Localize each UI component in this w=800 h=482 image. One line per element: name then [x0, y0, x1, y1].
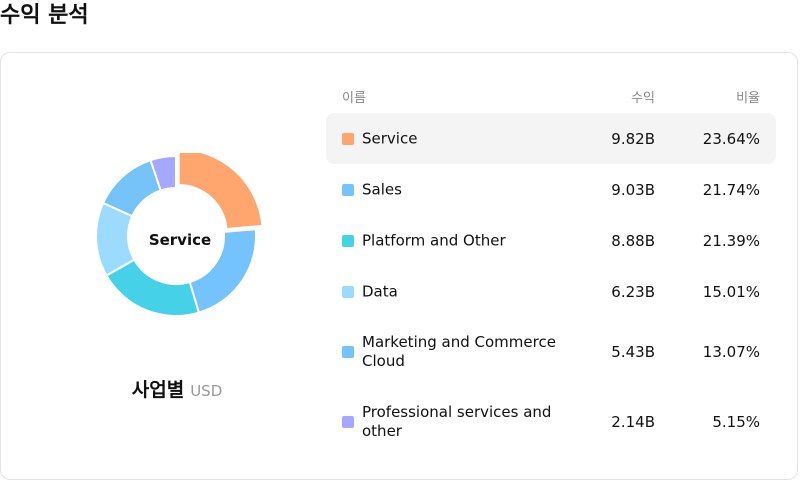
donut-chart: Service — [93, 153, 267, 327]
row-share: 13.07% — [702, 343, 760, 361]
header-share: 비율 — [736, 91, 760, 106]
legend-swatch — [342, 346, 354, 358]
table-body: Service 9.82B 23.64% Sales 9.03B 21.74% Platfo… — [326, 113, 776, 457]
row-value: 6.23B — [611, 282, 655, 301]
table-header: 이름 수익 비율 — [326, 77, 776, 113]
donut-slice[interactable] — [149, 154, 177, 192]
table-row[interactable]: Data 6.23B 15.01% — [326, 266, 776, 317]
row-share: 21.74% — [702, 180, 760, 199]
row-name: Marketing and Commerce Cloud — [362, 333, 556, 370]
legend-swatch — [342, 132, 354, 145]
row-value: 2.14B — [611, 413, 655, 431]
row-value: 9.03B — [611, 180, 655, 199]
table-row[interactable]: Professional services and other 2.14B 5.15… — [326, 387, 776, 457]
legend-swatch — [342, 416, 354, 428]
row-share: 23.64% — [702, 129, 760, 148]
donut-svg — [95, 153, 264, 317]
row-name: Professional services and other — [362, 403, 552, 440]
table-row[interactable]: Service 9.82B 23.64% — [326, 113, 776, 164]
table-row[interactable]: Sales 9.03B 21.74% — [326, 164, 776, 215]
row-share: 15.01% — [702, 282, 760, 301]
legend-swatch — [342, 285, 354, 298]
chart-caption: 사업별 USD — [1, 375, 353, 402]
row-value: 8.88B — [611, 231, 655, 250]
page-title: 수익 분석 — [0, 3, 89, 28]
row-value: 9.82B — [611, 129, 655, 148]
row-name: Sales — [362, 180, 402, 198]
legend-swatch — [342, 183, 354, 196]
row-share: 21.39% — [702, 231, 760, 250]
donut-center-label: Service — [148, 231, 212, 249]
revenue-table: 이름 수익 비율 Service 9.82B 23.64% Sales 9.03B 21.… — [326, 77, 776, 457]
row-name: Data — [362, 282, 398, 300]
table-row[interactable]: Platform and Other 8.88B 21.39% — [326, 215, 776, 266]
caption-title: 사업별 — [131, 379, 185, 401]
legend-swatch — [342, 234, 354, 247]
revenue-card: Service 사업별 USD 이름 수익 비율 Service 9.82B 23.6… — [0, 52, 798, 480]
table-row[interactable]: Marketing and Commerce Cloud 5.43B 13.07% — [326, 317, 776, 387]
header-name: 이름 — [342, 91, 366, 106]
header-value: 수익 — [631, 91, 655, 106]
row-name: Service — [362, 129, 418, 147]
row-share: 5.15% — [712, 413, 760, 431]
donut-slice[interactable] — [177, 153, 264, 231]
row-name: Platform and Other — [362, 231, 506, 249]
row-value: 5.43B — [611, 343, 655, 361]
caption-unit: USD — [190, 382, 223, 400]
